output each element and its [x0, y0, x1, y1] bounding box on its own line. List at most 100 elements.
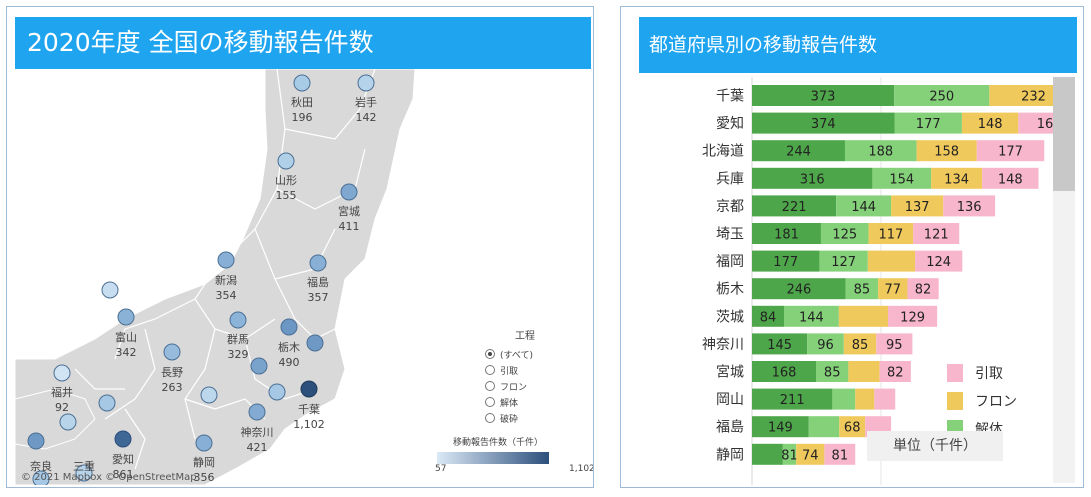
- marker-akita[interactable]: [293, 74, 311, 92]
- filter-option-kaitai[interactable]: 解体: [485, 394, 565, 410]
- marker-niigata[interactable]: [217, 251, 235, 269]
- bar-segment[interactable]: [855, 388, 875, 410]
- prefecture-map[interactable]: 秋田 196 岩手 142 山形 155 宮城 411 新潟 354 福島 357 富山 34…: [15, 69, 591, 485]
- bar-segment[interactable]: [888, 305, 938, 327]
- legend-item-freon[interactable]: フロン: [947, 387, 1017, 415]
- bar-segment[interactable]: [867, 250, 916, 272]
- marker-yamanashi[interactable]: [200, 386, 218, 404]
- bar-segment[interactable]: [894, 112, 962, 134]
- bar-value-label: 85: [852, 338, 869, 353]
- bar-segment[interactable]: [820, 223, 869, 244]
- marker-shizuoka[interactable]: [195, 434, 213, 452]
- bar-segment[interactable]: [752, 85, 895, 106]
- map-attribution[interactable]: © 2021 Mapbox © OpenStreetMap: [21, 472, 197, 483]
- marker-gunma[interactable]: [229, 311, 247, 329]
- bar-segment[interactable]: [982, 167, 1039, 189]
- bar-segment[interactable]: [838, 305, 889, 327]
- bar-segment[interactable]: [839, 416, 866, 438]
- bar-segment[interactable]: [752, 140, 845, 162]
- bar-segment[interactable]: [752, 333, 808, 355]
- bar-segment[interactable]: [752, 361, 817, 382]
- bar-segment[interactable]: [824, 443, 856, 465]
- marker-tochigi[interactable]: [280, 318, 298, 336]
- marker-saitama[interactable]: [250, 357, 268, 375]
- bar-segment[interactable]: [845, 278, 879, 300]
- prefecture-markers: [27, 74, 375, 485]
- bar-segment[interactable]: [808, 416, 840, 438]
- bar-segment[interactable]: [931, 167, 983, 189]
- marker-iwate[interactable]: [357, 74, 375, 92]
- marker-mie[interactable]: [75, 464, 93, 482]
- category-label: 千葉: [716, 89, 744, 105]
- marker-toyama[interactable]: [117, 308, 135, 326]
- scrollbar-thumb[interactable]: [1053, 77, 1075, 191]
- bar-segment[interactable]: [868, 223, 914, 244]
- bar-segment[interactable]: [819, 250, 868, 272]
- bar-segment[interactable]: [976, 140, 1045, 162]
- bar-segment[interactable]: [752, 443, 783, 465]
- bar-segment[interactable]: [894, 85, 990, 106]
- bar-segment[interactable]: [961, 112, 1019, 134]
- bar-segment[interactable]: [916, 140, 977, 162]
- bar-segment[interactable]: [752, 167, 873, 189]
- legend-item-hikitori[interactable]: 引取: [947, 359, 1017, 387]
- marker-noto[interactable]: [101, 281, 119, 299]
- bar-segment[interactable]: [872, 167, 932, 189]
- marker-kyoto[interactable]: [27, 432, 45, 450]
- marker-fukui[interactable]: [53, 364, 71, 382]
- marker-nagano[interactable]: [163, 343, 181, 361]
- marker-kanagawa[interactable]: [248, 403, 266, 421]
- bar-segment[interactable]: [843, 333, 877, 355]
- bar-segment[interactable]: [816, 361, 849, 382]
- bar-value-label: 96: [817, 338, 834, 353]
- radio-icon[interactable]: [485, 365, 495, 375]
- bar-segment[interactable]: [752, 223, 821, 244]
- marker-nara[interactable]: [32, 470, 50, 485]
- bar-segment[interactable]: [913, 223, 960, 244]
- bar-segment[interactable]: [943, 195, 996, 217]
- bar-segment[interactable]: [915, 250, 963, 272]
- filter-option-all[interactable]: (すべて): [485, 346, 565, 362]
- bar-segment[interactable]: [891, 195, 944, 217]
- bar-segment[interactable]: [907, 278, 939, 300]
- bar-segment[interactable]: [876, 333, 913, 355]
- vertical-scrollbar[interactable]: [1053, 77, 1075, 483]
- bar-segment[interactable]: [752, 112, 895, 134]
- bar-segment[interactable]: [807, 333, 844, 355]
- marker-ibaraki[interactable]: [306, 334, 324, 352]
- bar-segment[interactable]: [752, 416, 809, 438]
- bar-segment[interactable]: [796, 443, 825, 465]
- bar-segment[interactable]: [989, 85, 1053, 106]
- radio-selected-icon[interactable]: [485, 349, 495, 359]
- bar-segment[interactable]: [752, 250, 820, 272]
- radio-icon[interactable]: [485, 397, 495, 407]
- bar-segment[interactable]: [784, 305, 839, 327]
- filter-option-hikitori[interactable]: 引取: [485, 362, 565, 378]
- marker-gifu[interactable]: [98, 394, 116, 412]
- filter-option-freon[interactable]: フロン: [485, 378, 565, 394]
- bar-segment[interactable]: [832, 388, 856, 410]
- bar-segment[interactable]: [752, 388, 833, 410]
- bar-segment[interactable]: [848, 361, 880, 382]
- stacked-bar-chart[interactable]: 千葉373250232247愛知374177148162北海道244188158…: [639, 77, 1053, 485]
- bar-segment[interactable]: [878, 278, 908, 300]
- bar-segment[interactable]: [874, 388, 896, 410]
- bar-segment[interactable]: [752, 195, 837, 217]
- radio-icon[interactable]: [485, 413, 495, 423]
- marker-miyagi[interactable]: [340, 183, 358, 201]
- marker-yamagata[interactable]: [277, 152, 295, 170]
- radio-icon[interactable]: [485, 381, 495, 391]
- filter-option-hasai[interactable]: 破砕: [485, 410, 565, 426]
- marker-tokyo[interactable]: [268, 383, 286, 401]
- marker-aichi[interactable]: [114, 430, 132, 448]
- marker-shiga[interactable]: [59, 413, 77, 431]
- bar-segment[interactable]: [836, 195, 892, 217]
- bar-segment[interactable]: [782, 443, 797, 465]
- bar-segment[interactable]: [1018, 112, 1053, 134]
- marker-fukushima[interactable]: [309, 254, 327, 272]
- bar-segment[interactable]: [752, 278, 846, 300]
- bar-segment[interactable]: [879, 361, 911, 382]
- bar-segment[interactable]: [752, 305, 785, 327]
- bar-segment[interactable]: [844, 140, 917, 162]
- marker-chiba[interactable]: [300, 380, 318, 398]
